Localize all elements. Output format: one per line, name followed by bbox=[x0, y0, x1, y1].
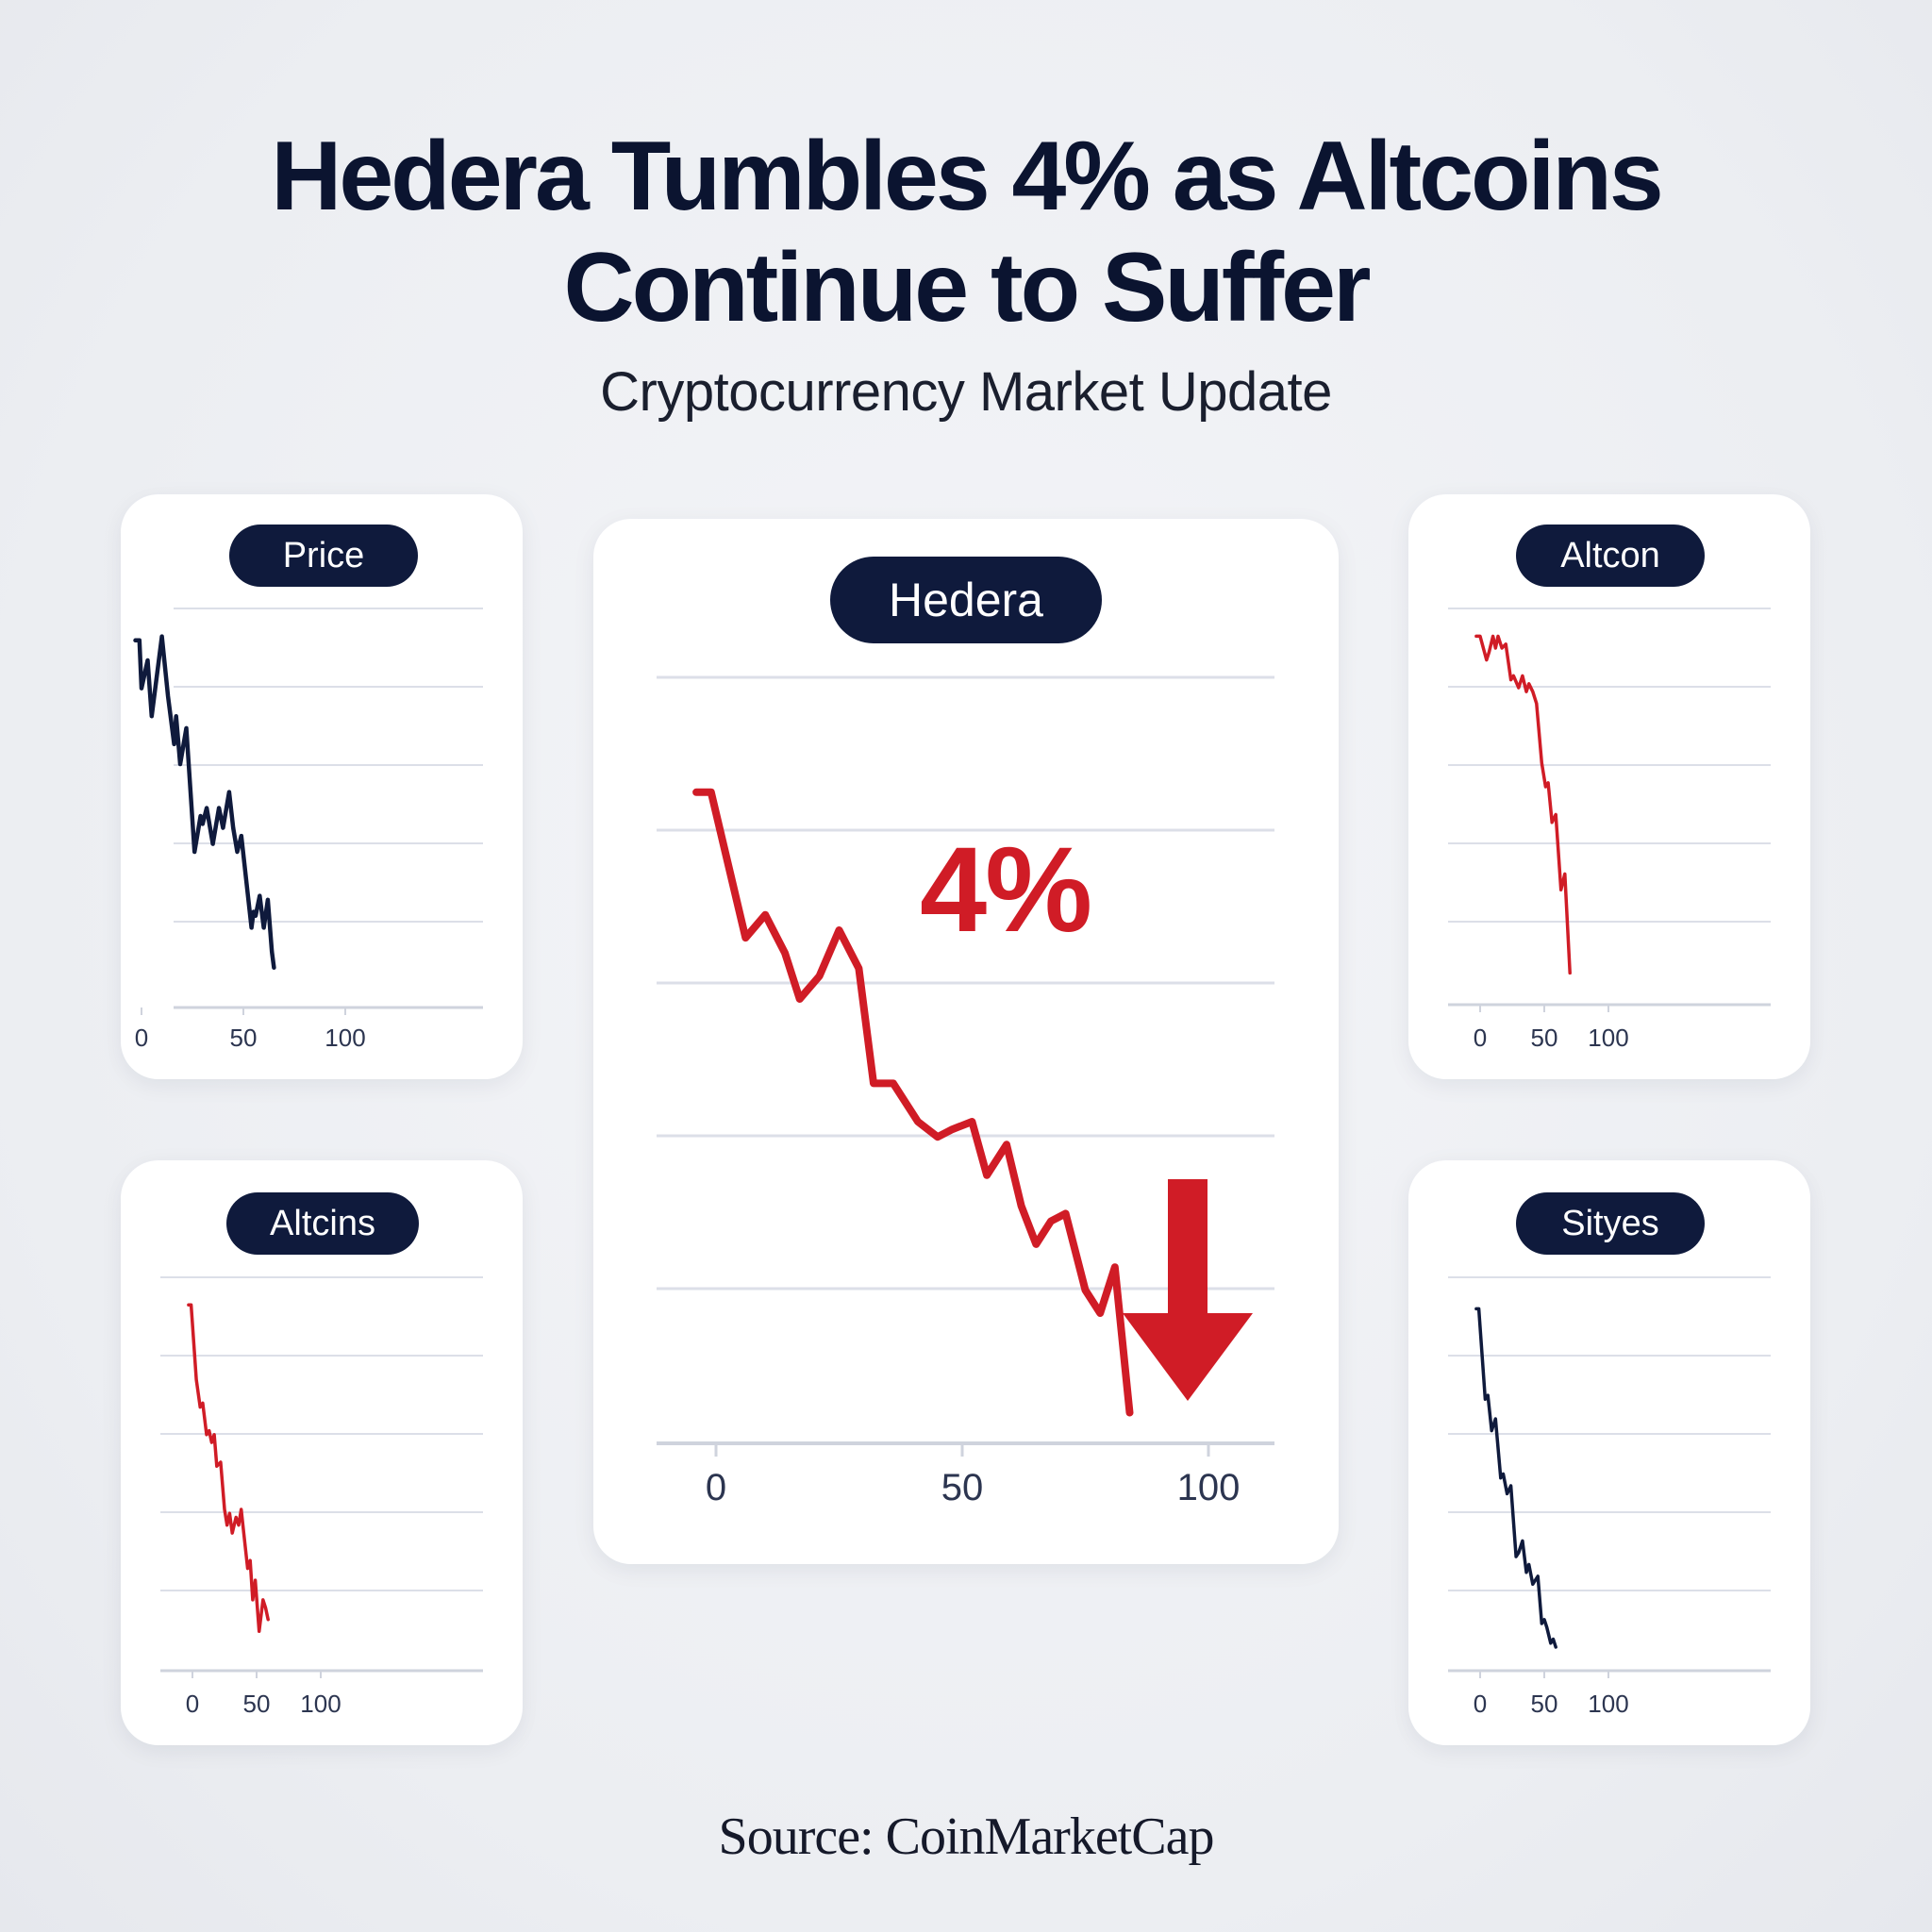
chart-title-pill: Sityes bbox=[1516, 1192, 1705, 1255]
x-tick-label: 100 bbox=[325, 1024, 365, 1052]
x-tick-label: 100 bbox=[1588, 1690, 1628, 1718]
x-tick-label: 100 bbox=[300, 1690, 341, 1718]
percent-drop-annotation: 4% bbox=[920, 823, 1092, 958]
chart-card-hedera: Hedera 0 50 100 4% bbox=[593, 519, 1339, 1564]
headline: Hedera Tumbles 4% as Altcoins Continue t… bbox=[0, 121, 1932, 343]
chart-title: Sityes bbox=[1561, 1204, 1659, 1243]
chart-card-altcins: Altcins 0 50 100 bbox=[121, 1160, 523, 1745]
headline-line-2: Continue to Suffer bbox=[563, 233, 1371, 342]
x-tick-label: 50 bbox=[230, 1024, 258, 1052]
x-tick-label: 50 bbox=[243, 1690, 271, 1718]
x-tick-label: 100 bbox=[1588, 1024, 1628, 1052]
series-line bbox=[187, 1303, 270, 1634]
series-line bbox=[133, 634, 276, 970]
chart-title-pill: Price bbox=[229, 525, 418, 587]
headline-line-1: Hedera Tumbles 4% as Altcoins bbox=[271, 122, 1664, 231]
x-tick-label: 0 bbox=[135, 1024, 148, 1052]
chart-card-price: Price 0 50 100 bbox=[121, 494, 523, 1079]
x-tick-label: 50 bbox=[1531, 1024, 1558, 1052]
chart-title: Hedera bbox=[889, 574, 1043, 626]
x-tick-label: 100 bbox=[1177, 1467, 1241, 1508]
chart-title: Altcon bbox=[1560, 536, 1660, 575]
sityes-chart: 0 50 100 bbox=[1448, 1276, 1771, 1718]
chart-title-pill: Altcon bbox=[1516, 525, 1705, 587]
altcoin-chart: 0 50 100 bbox=[1448, 608, 1771, 1052]
price-chart: 0 50 100 bbox=[133, 608, 483, 1052]
source-credit: Source: CoinMarketCap bbox=[718, 1807, 1215, 1866]
subtitle: Cryptocurrency Market Update bbox=[600, 361, 1332, 423]
hedera-chart: 0 50 100 bbox=[657, 675, 1274, 1508]
x-tick-label: 0 bbox=[706, 1467, 726, 1508]
down-arrow-icon bbox=[1123, 1179, 1253, 1401]
chart-card-sityes: Sityes 0 50 100 bbox=[1408, 1160, 1810, 1745]
chart-card-altcin: Altcon 0 50 100 bbox=[1408, 494, 1810, 1079]
x-tick-label: 0 bbox=[1474, 1690, 1487, 1718]
chart-title-pill: Hedera bbox=[830, 557, 1102, 643]
series-line bbox=[692, 788, 1134, 1417]
x-tick-label: 50 bbox=[941, 1467, 984, 1508]
x-tick-label: 50 bbox=[1531, 1690, 1558, 1718]
chart-title: Price bbox=[282, 536, 365, 575]
series-line bbox=[1474, 634, 1572, 975]
series-line bbox=[1474, 1307, 1557, 1649]
chart-title: Altcins bbox=[270, 1204, 375, 1243]
chart-title-pill: Altcins bbox=[226, 1192, 419, 1255]
altcins-chart: 0 50 100 bbox=[160, 1276, 483, 1718]
x-tick-label: 0 bbox=[1474, 1024, 1487, 1052]
x-tick-label: 0 bbox=[186, 1690, 199, 1718]
